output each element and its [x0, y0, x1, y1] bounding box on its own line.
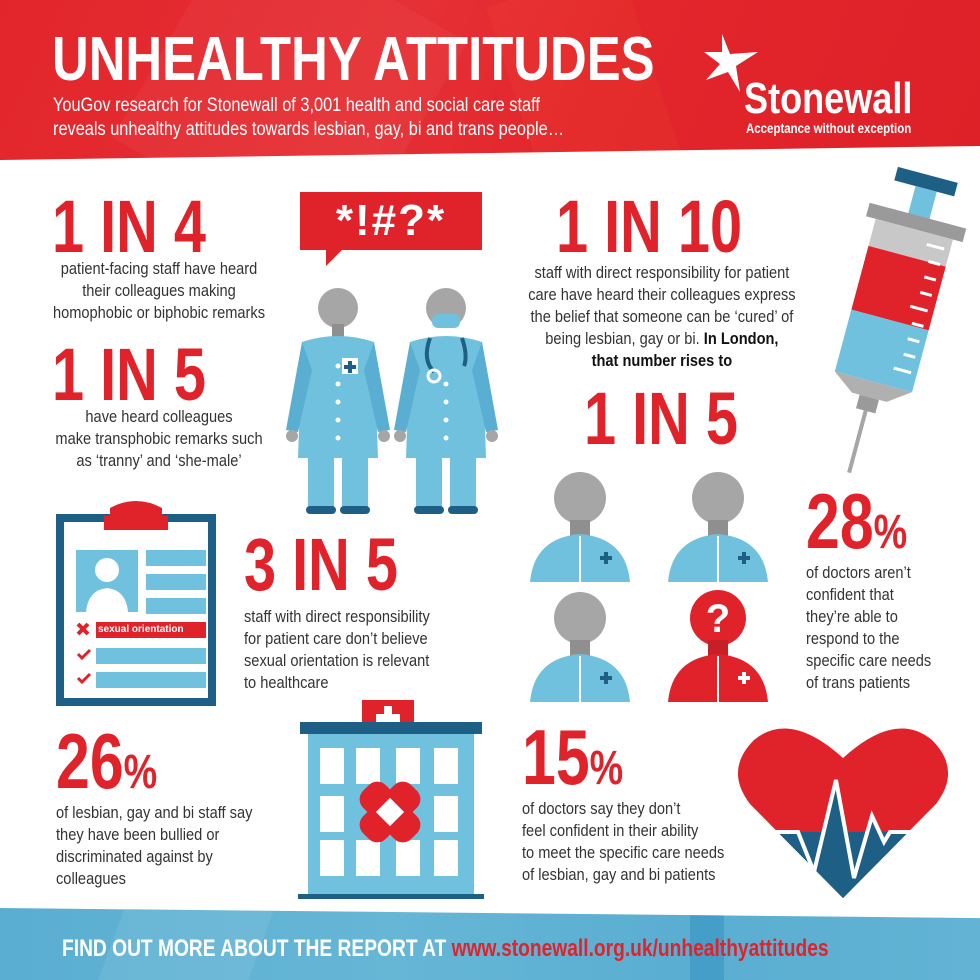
desc-line: of lesbian, gay and bi patients: [522, 865, 716, 884]
desc-line: of lesbian, gay and bi staff say: [56, 803, 253, 822]
desc-line: being lesbian, gay or bi.: [545, 329, 700, 348]
stat-3-in-5-value: 3 IN 5: [244, 523, 399, 606]
heartbeat-heart-icon: [738, 728, 948, 899]
desc-line: for patient care don’t believe: [244, 629, 428, 648]
clipboard-field-label: sexual orientation: [98, 624, 184, 635]
desc-line: the belief that someone can be ‘cured’ o…: [530, 307, 794, 326]
desc-bold-line: that number rises to: [591, 351, 733, 370]
stat-1-in-10-value: 1 IN 10: [556, 185, 743, 268]
desc-line: have heard colleagues: [85, 407, 233, 426]
clipboard-icon: [56, 501, 216, 706]
desc-line: of doctors aren’t: [806, 563, 911, 582]
value-suffix: %: [589, 741, 624, 795]
stat-3-in-5-desc: staff with direct responsibility for pat…: [244, 606, 468, 694]
desc-line: to meet the specific care needs: [522, 843, 725, 862]
desc-line: of doctors say they don’t: [522, 799, 681, 818]
desc-line: they have been bullied or: [56, 825, 220, 844]
desc-line: they’re able to: [806, 607, 898, 626]
stat-1-in-4-value: 1 IN 4: [52, 185, 207, 268]
value-number: 26: [56, 717, 124, 805]
speech-bubble: *!#?*: [300, 192, 482, 266]
value-number: 28: [806, 477, 874, 565]
desc-line: confident that: [806, 585, 894, 604]
stat-1-in-5-desc: have heard colleagues make transphobic r…: [30, 406, 288, 472]
subtitle-line-1: YouGov research for Stonewall of 3,001 h…: [53, 95, 540, 116]
stat-28-percent-desc: of doctors aren’t confident that they’re…: [806, 562, 961, 694]
value-number: 15: [522, 713, 590, 801]
desc-line: of trans patients: [806, 673, 911, 692]
desc-line: homophobic or biphobic remarks: [52, 303, 266, 322]
stat-1-in-10-desc: staff with direct responsibility for pat…: [520, 262, 804, 372]
footer-label: FIND OUT MORE ABOUT THE REPORT AT: [62, 935, 447, 962]
stat-26-percent-desc: of lesbian, gay and bi staff say they ha…: [56, 802, 280, 890]
stat-15-percent-desc: of doctors say they don’t feel confident…: [522, 798, 746, 886]
value-suffix: %: [873, 505, 908, 559]
desc-line: sexual orientation is relevant: [244, 651, 430, 670]
stat-15-percent-value: 15%: [522, 718, 623, 796]
footer-url-link[interactable]: www.stonewall.org.uk/unhealthyattitudes: [451, 935, 829, 962]
svg-text:?: ?: [706, 597, 730, 641]
desc-line: as ‘tranny’ and ‘she-male’: [76, 451, 242, 470]
desc-line: patient-facing staff have heard: [60, 259, 258, 278]
desc-line: specific care needs: [806, 651, 932, 670]
brand-tagline: Acceptance without exception: [746, 120, 912, 136]
brand-name: Stonewall: [744, 74, 913, 123]
star-icon: [704, 34, 758, 92]
desc-bold: In London,: [703, 329, 779, 348]
stat-1-in-5-value: 1 IN 5: [52, 333, 207, 416]
desc-line: respond to the: [806, 629, 900, 648]
stonewall-logo: Stonewall Acceptance without exception: [700, 30, 960, 140]
desc-line: make transphobic remarks such: [55, 429, 263, 448]
desc-line: staff with direct responsibility for pat…: [534, 263, 790, 282]
stat-28-percent-value: 28%: [806, 482, 907, 560]
doctor-avatars-icon: ?: [530, 472, 768, 702]
value-suffix: %: [123, 745, 158, 799]
subtitle-line-2: reveals unhealthy attitudes towards lesb…: [53, 119, 565, 140]
hospital-icon: [298, 700, 484, 899]
bubble-text: *!#?*: [335, 196, 447, 245]
desc-line: staff with direct responsibility: [244, 607, 430, 626]
desc-line: care have heard their colleagues express: [528, 285, 796, 304]
page-subtitle: YouGov research for Stonewall of 3,001 h…: [53, 94, 672, 142]
desc-line: to healthcare: [244, 673, 329, 692]
desc-line: their colleagues making: [82, 281, 236, 300]
stat-26-percent-value: 26%: [56, 722, 157, 800]
stat-1-in-4-desc: patient-facing staff have heard their co…: [30, 258, 288, 324]
header-banner: [0, 0, 980, 160]
footer-banner: [0, 908, 980, 980]
doctors-illustration-icon: [286, 288, 498, 514]
syringe-icon: [834, 166, 967, 474]
footer-text: FIND OUT MORE ABOUT THE REPORT AT www.st…: [62, 935, 829, 963]
desc-line: discriminated against by: [56, 847, 213, 866]
desc-line: feel confident in their ability: [522, 821, 699, 840]
stat-london-value: 1 IN 5: [584, 377, 739, 460]
page-title: UNHEALTHY ATTITUDES: [52, 25, 655, 94]
desc-line: colleagues: [56, 869, 126, 888]
